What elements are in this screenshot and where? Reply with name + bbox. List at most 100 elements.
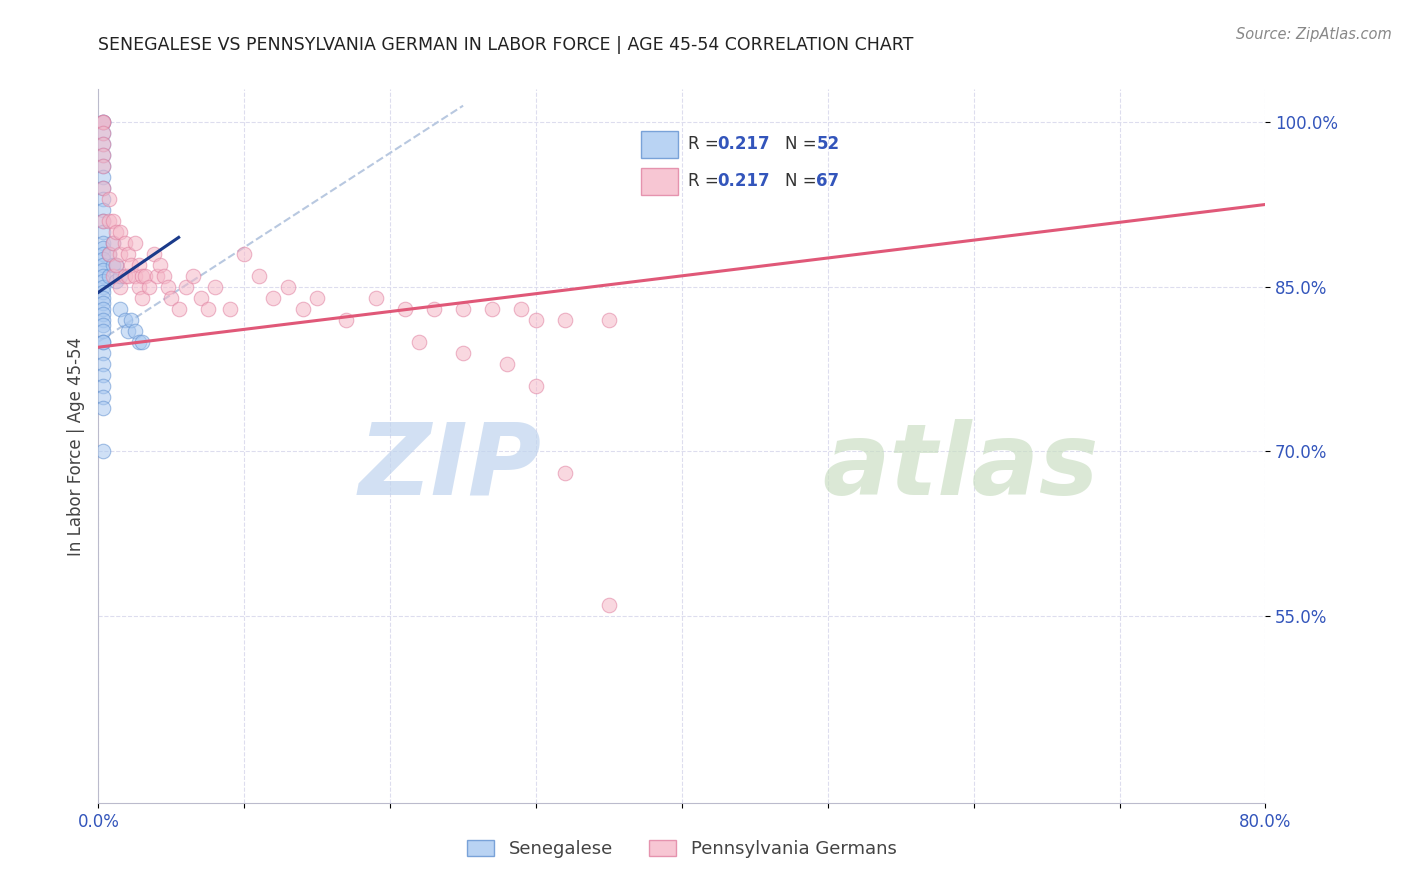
Point xyxy=(91,285,114,300)
Point xyxy=(91,214,114,228)
Point xyxy=(91,115,114,129)
Point xyxy=(110,301,132,316)
Point xyxy=(97,192,120,206)
Point xyxy=(190,291,212,305)
Point xyxy=(91,252,114,267)
Point xyxy=(451,345,474,359)
Point xyxy=(91,301,114,316)
Point xyxy=(128,280,150,294)
Text: 67: 67 xyxy=(817,171,839,190)
Point xyxy=(91,296,114,310)
Point xyxy=(124,268,146,283)
Legend: Senegalese, Pennsylvania Germans: Senegalese, Pennsylvania Germans xyxy=(460,832,904,865)
Point xyxy=(394,301,416,316)
Point xyxy=(91,192,114,206)
Point xyxy=(291,301,314,316)
FancyBboxPatch shape xyxy=(641,168,678,195)
Point xyxy=(364,291,387,305)
Point xyxy=(408,334,430,349)
Point xyxy=(160,291,183,305)
Point xyxy=(153,268,176,283)
Point xyxy=(554,467,576,481)
Point xyxy=(91,137,114,152)
Text: Source: ZipAtlas.com: Source: ZipAtlas.com xyxy=(1236,27,1392,42)
Point xyxy=(307,291,329,305)
Text: 0.217: 0.217 xyxy=(717,135,769,153)
Point xyxy=(91,126,114,140)
Point xyxy=(134,268,156,283)
Point xyxy=(91,274,114,288)
Point xyxy=(149,258,172,272)
Point xyxy=(101,258,124,272)
Point xyxy=(128,258,150,272)
Point xyxy=(91,258,114,272)
Point xyxy=(181,268,204,283)
Point xyxy=(138,280,160,294)
Point xyxy=(91,263,114,277)
Point xyxy=(510,301,533,316)
Point xyxy=(91,202,114,217)
Point xyxy=(91,126,114,140)
Point xyxy=(204,280,226,294)
Point xyxy=(110,225,132,239)
Point xyxy=(91,378,114,392)
Point xyxy=(423,301,446,316)
Point xyxy=(91,334,114,349)
Point xyxy=(114,312,136,326)
Point xyxy=(91,225,114,239)
Point xyxy=(91,159,114,173)
Point xyxy=(91,115,114,129)
Point xyxy=(91,181,114,195)
Point xyxy=(91,401,114,415)
Text: 0.217: 0.217 xyxy=(717,171,769,190)
Point xyxy=(197,301,219,316)
Y-axis label: In Labor Force | Age 45-54: In Labor Force | Age 45-54 xyxy=(66,336,84,556)
Point xyxy=(91,241,114,255)
Point xyxy=(91,368,114,382)
Point xyxy=(104,258,127,272)
Point xyxy=(124,324,146,338)
Point xyxy=(91,247,114,261)
Point xyxy=(91,169,114,184)
Point xyxy=(91,291,114,305)
Point xyxy=(91,268,114,283)
Point xyxy=(91,444,114,458)
Point xyxy=(91,307,114,321)
Point xyxy=(146,268,169,283)
Point xyxy=(91,148,114,162)
Point xyxy=(110,247,132,261)
Point xyxy=(218,301,240,316)
Point xyxy=(128,334,150,349)
Point xyxy=(91,312,114,326)
Point xyxy=(131,334,153,349)
Point xyxy=(91,148,114,162)
Point xyxy=(91,159,114,173)
Point xyxy=(104,258,127,272)
Point xyxy=(451,301,474,316)
Point xyxy=(91,357,114,371)
Point xyxy=(91,280,114,294)
Text: N =: N = xyxy=(785,171,823,190)
Point xyxy=(598,598,620,612)
FancyBboxPatch shape xyxy=(641,130,678,158)
Point xyxy=(117,324,139,338)
Point xyxy=(131,291,153,305)
Point xyxy=(97,247,120,261)
Point xyxy=(101,235,124,250)
Point xyxy=(167,301,190,316)
Point xyxy=(131,268,153,283)
Point xyxy=(91,324,114,338)
Point xyxy=(91,318,114,333)
Text: R =: R = xyxy=(689,171,724,190)
Point xyxy=(481,301,503,316)
Point xyxy=(174,280,197,294)
Point xyxy=(101,235,124,250)
Text: N =: N = xyxy=(785,135,823,153)
Point xyxy=(97,268,120,283)
Point xyxy=(104,225,127,239)
Point xyxy=(97,247,120,261)
Point xyxy=(598,312,620,326)
Point xyxy=(91,115,114,129)
Point xyxy=(262,291,284,305)
Point xyxy=(496,357,519,371)
